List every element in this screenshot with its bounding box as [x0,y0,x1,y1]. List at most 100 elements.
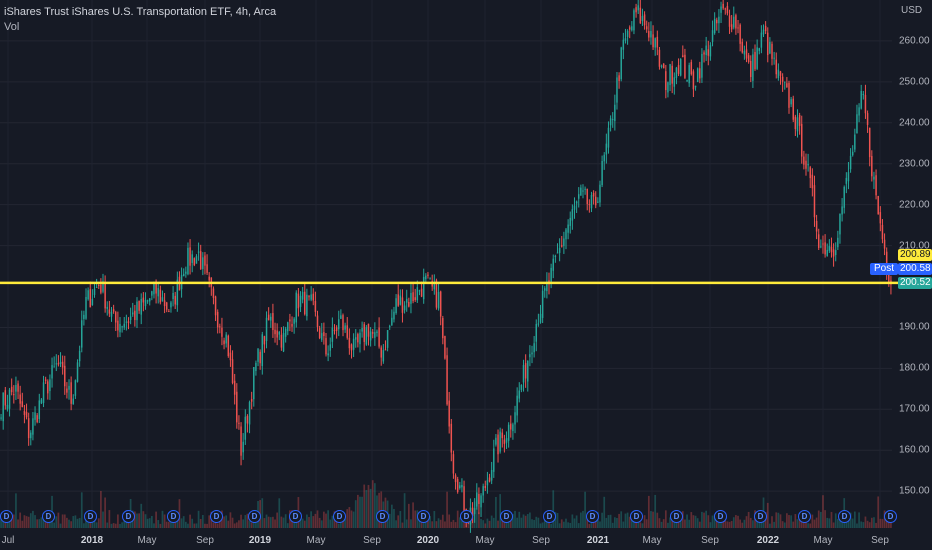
volume-bar [796,519,799,528]
candle-body [282,333,285,352]
candle-body [70,382,72,404]
volume-bar [537,517,540,528]
candle-body [720,6,722,13]
post-market-label: Post [870,263,899,275]
volume-bar [741,522,744,528]
dividend-marker[interactable]: D [376,510,389,523]
volume-bar [658,518,661,528]
candle-body [134,310,136,321]
volume-bar [560,519,563,528]
candle-body [125,321,128,323]
volume-bar [174,520,177,528]
candle-body [363,324,365,342]
dividend-marker[interactable]: D [586,510,599,523]
candle-body [771,43,773,59]
volume-bar [85,520,87,528]
volume-bar [380,491,383,528]
dividend-marker[interactable]: D [630,510,643,523]
candle-body [849,155,852,170]
volume-bar [662,519,665,528]
candle-body [775,59,777,75]
volume-bar [359,496,361,528]
dividend-marker[interactable]: D [0,510,13,523]
candle-body [93,288,96,295]
candle-body [518,390,521,399]
volume-indicator-label[interactable]: Vol [4,21,20,33]
volume-bar [809,523,812,528]
symbol-title[interactable]: iShares Trust iShares U.S. Transportatio… [4,6,277,18]
volume-bar [488,520,491,528]
volume-bar [858,512,860,528]
volume-bar [410,519,412,528]
dividend-marker[interactable]: D [122,510,135,523]
dividend-marker[interactable]: D [543,510,556,523]
dividend-marker[interactable]: D [754,510,767,523]
candle-body [219,326,221,328]
dividend-marker[interactable]: D [167,510,180,523]
dividend-marker[interactable]: D [714,510,727,523]
dividend-marker[interactable]: D [884,510,897,523]
volume-bar [167,521,170,528]
candle-body [454,475,457,483]
volume-bar [363,484,366,528]
candle-body [497,434,499,455]
dividend-marker[interactable]: D [500,510,513,523]
candle-body [59,361,62,364]
volume-bar [303,520,306,528]
volume-bar [771,516,773,528]
candle-body [875,175,877,196]
volume-bar [225,515,228,528]
volume-bar [27,516,30,528]
volume-bar [310,511,312,528]
volume-bar [369,488,372,528]
volume-bar [142,511,145,528]
candle-body [807,164,809,166]
volume-bar [284,514,287,528]
candle-body [163,300,166,307]
dividend-marker[interactable]: D [838,510,851,523]
candle-body [575,201,578,204]
dividend-marker[interactable]: D [248,510,261,523]
volume-bar [12,514,15,528]
dividend-marker[interactable]: D [84,510,97,523]
candle-body [335,327,338,331]
dividend-marker[interactable]: D [460,510,473,523]
candle-body [138,300,140,311]
volume-bar [853,511,856,528]
candle-body [809,167,811,179]
candle-body [374,332,376,338]
volume-bar [44,522,47,528]
dividend-marker[interactable]: D [417,510,430,523]
candle-body [707,49,710,56]
volume-bar [828,518,831,528]
volume-bar [108,510,111,528]
dividend-marker[interactable]: D [289,510,302,523]
dividend-marker[interactable]: D [42,510,55,523]
volume-bar [667,522,669,528]
volume-bar [344,518,346,528]
candle-body [248,402,251,425]
volume-bar [161,510,164,528]
dividend-marker[interactable]: D [333,510,346,523]
price-axis-label: 170.00 [899,403,930,415]
candle-body [590,195,593,209]
volume-bar [552,490,555,528]
candle-body [140,298,142,315]
volume-bar [403,493,406,528]
candle-body [537,323,540,325]
volume-bar [718,518,720,528]
volume-bar [535,516,538,528]
horizontal-line-price-tag[interactable]: 200.89 [898,249,932,261]
dividend-marker[interactable]: D [798,510,811,523]
volume-bar [204,523,206,528]
volume-bar [265,514,268,528]
candle-body [405,298,408,303]
candle-body [40,399,43,404]
candle-body [369,331,372,341]
candle-body [287,322,289,332]
candle-body [488,477,491,482]
dividend-marker[interactable]: D [670,510,683,523]
dividend-marker[interactable]: D [210,510,223,523]
